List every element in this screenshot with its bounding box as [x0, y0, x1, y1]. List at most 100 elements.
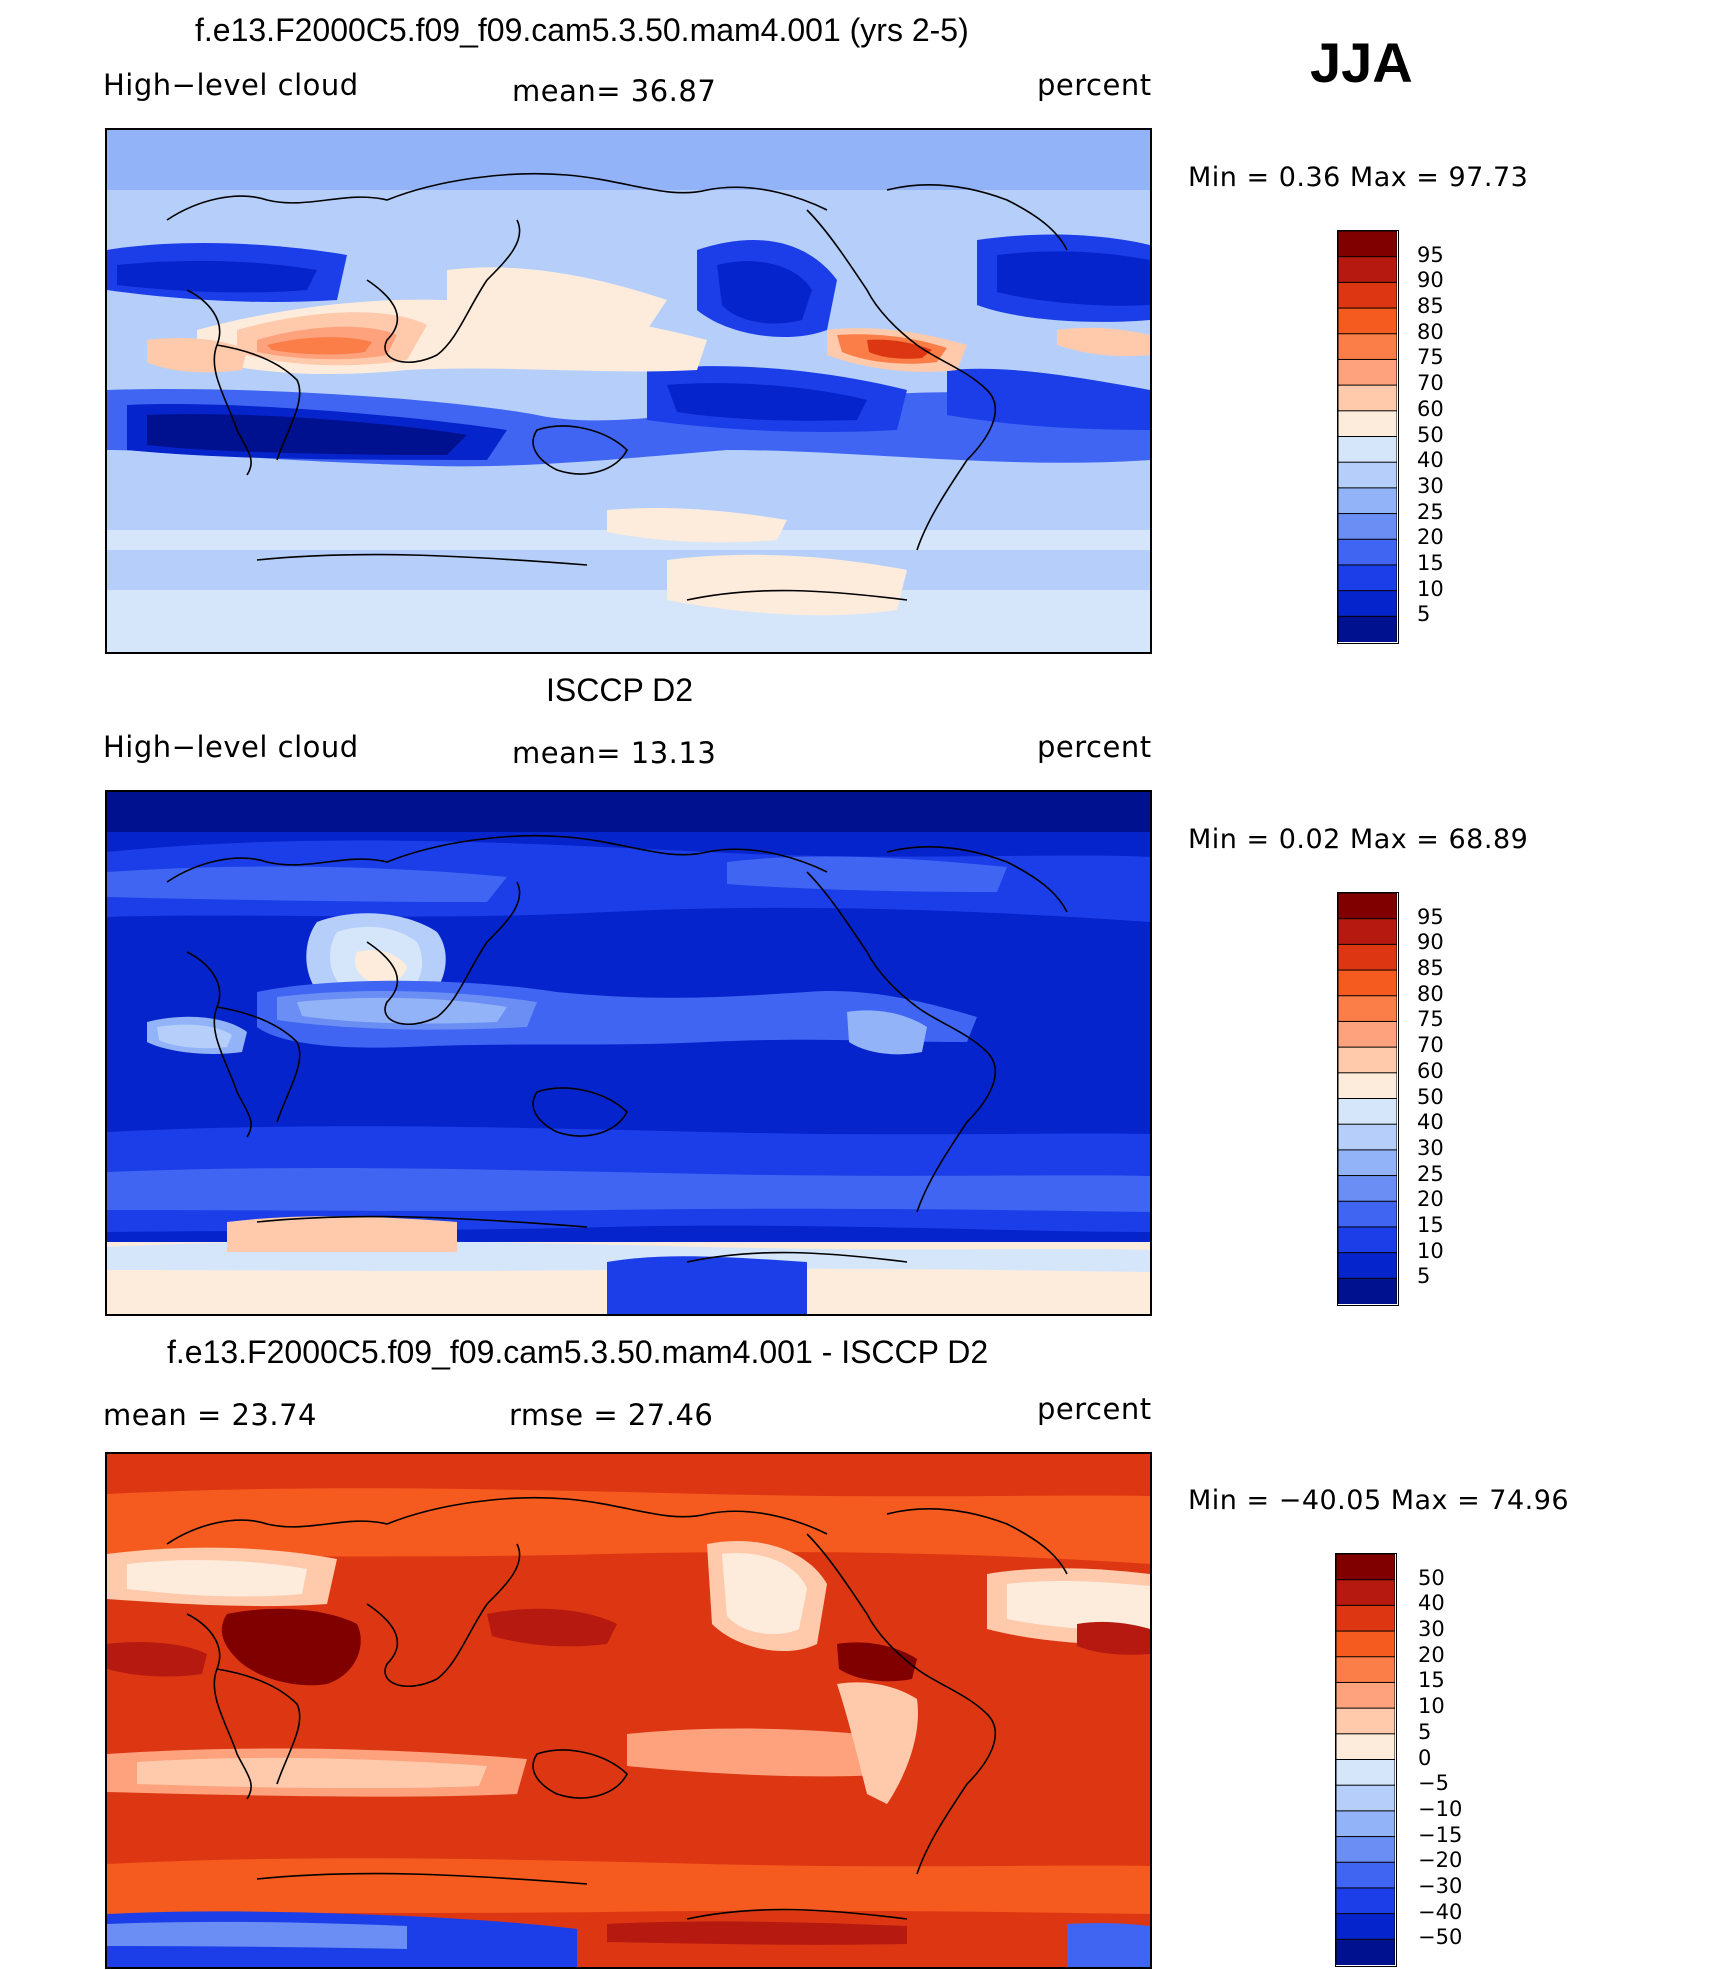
colorbar-swatch: [1335, 1887, 1396, 1915]
colorbar-swatch: [1337, 461, 1398, 489]
colorbar-tick-label: −15: [1418, 1822, 1463, 1847]
colorbar-swatch: [1337, 1123, 1398, 1151]
colorbar-swatch: [1335, 1810, 1396, 1838]
mean-label: mean= 13.13: [512, 736, 717, 770]
min-max-label: Min = −40.05 Max = 74.96: [1188, 1485, 1570, 1516]
colorbar-swatch: [1337, 513, 1398, 541]
mean-label: mean = 23.74: [103, 1398, 317, 1432]
colorbar-swatch: [1337, 384, 1398, 412]
colorbar-swatch: [1337, 590, 1398, 618]
colorbar-swatches: [1335, 1553, 1396, 1966]
colorbar-swatch: [1337, 281, 1398, 310]
colorbar-tick-label: 30: [1418, 1617, 1445, 1642]
rmse-label: rmse = 27.46: [509, 1398, 714, 1432]
colorbar-tick-label: 10: [1417, 576, 1444, 601]
colorbar-swatch: [1337, 1020, 1398, 1049]
colorbar-tick-label: 30: [1417, 473, 1444, 498]
colorbar-swatch: [1337, 410, 1398, 438]
colorbar-swatch: [1337, 307, 1398, 335]
colorbar-swatch: [1337, 436, 1398, 464]
colorbar-swatch: [1335, 1707, 1396, 1735]
panel-title: ISCCP D2: [546, 672, 694, 708]
colorbar-tick-label: 80: [1417, 319, 1444, 344]
map-isccp-high-cloud: [105, 790, 1152, 1316]
colorbar-swatch: [1335, 1553, 1396, 1581]
colorbar-tick-label: 70: [1417, 1033, 1444, 1058]
units-label: percent: [1037, 730, 1152, 764]
colorbar-swatch: [1335, 1604, 1396, 1633]
colorbar-tick-label: −50: [1418, 1925, 1463, 1950]
mean-label: mean= 36.87: [512, 74, 717, 108]
colorbar: [1337, 230, 1399, 644]
colorbar-tick-label: 50: [1417, 422, 1444, 447]
units-label: percent: [1037, 68, 1152, 102]
colorbar-tick-label: 85: [1417, 956, 1444, 981]
colorbar-tick-label: 95: [1417, 904, 1444, 929]
colorbar-swatch: [1337, 256, 1398, 284]
colorbar-tick-label: −10: [1418, 1796, 1463, 1821]
colorbar-tick-label: 20: [1417, 1187, 1444, 1212]
colorbar-tick-label: 20: [1417, 525, 1444, 550]
colorbar-swatch: [1335, 1861, 1396, 1889]
colorbar-tick-label: 25: [1417, 499, 1444, 524]
colorbar: [1337, 892, 1399, 1306]
panel-title: f.e13.F2000C5.f09_f09.cam5.3.50.mam4.001…: [167, 1334, 989, 1370]
colorbar-swatch: [1337, 1175, 1398, 1203]
map-difference-high-cloud: [105, 1452, 1152, 1969]
colorbar-tick-label: −20: [1418, 1848, 1463, 1873]
colorbar-swatch: [1335, 1938, 1396, 1966]
colorbar-tick-label: 95: [1417, 242, 1444, 267]
colorbar-swatch: [1337, 1046, 1398, 1074]
colorbar-swatch: [1335, 1913, 1396, 1941]
colorbar-swatch: [1335, 1579, 1396, 1607]
colorbar-swatch: [1337, 564, 1398, 592]
colorbar-tick-label: 20: [1418, 1642, 1445, 1667]
colorbar-swatch: [1335, 1733, 1396, 1761]
panel-title: f.e13.F2000C5.f09_f09.cam5.3.50.mam4.001…: [195, 12, 969, 48]
season-label: JJA: [1310, 31, 1413, 94]
colorbar-tick-label: 5: [1417, 602, 1431, 627]
colorbar-swatch: [1337, 1149, 1398, 1177]
colorbar-swatch: [1337, 358, 1398, 387]
colorbar-tick-label: 25: [1417, 1161, 1444, 1186]
colorbar-tick-label: 60: [1417, 1058, 1444, 1083]
colorbar-swatch: [1337, 892, 1398, 920]
contour-map: [107, 792, 1150, 1314]
colorbar-tick-label: 80: [1417, 981, 1444, 1006]
colorbar-tick-label: 50: [1417, 1084, 1444, 1109]
colorbar-swatch: [1335, 1630, 1396, 1658]
colorbar-tick-label: 15: [1417, 550, 1444, 575]
min-max-label: Min = 0.02 Max = 68.89: [1188, 824, 1529, 855]
colorbar-swatch: [1335, 1759, 1396, 1787]
colorbar-tick-label: 15: [1418, 1668, 1445, 1693]
colorbar-tick-label: 50: [1418, 1565, 1445, 1590]
colorbar-tick-label: 90: [1417, 930, 1444, 955]
colorbar-tick-label: 75: [1417, 345, 1444, 370]
colorbar-swatch: [1335, 1656, 1396, 1684]
colorbar-swatch: [1337, 1226, 1398, 1254]
map-model-high-cloud: [105, 128, 1152, 654]
colorbar-swatch: [1337, 1072, 1398, 1100]
colorbar-tick-label: 60: [1417, 396, 1444, 421]
colorbar-tick-label: 5: [1418, 1719, 1432, 1744]
colorbar-tick-label: 15: [1417, 1212, 1444, 1237]
colorbar-swatch: [1335, 1836, 1396, 1864]
colorbar-tick-label: 75: [1417, 1007, 1444, 1032]
colorbar-tick-label: 90: [1417, 268, 1444, 293]
colorbar-swatch: [1337, 969, 1398, 997]
colorbar-tick-label: 70: [1417, 371, 1444, 396]
colorbar-swatch: [1337, 230, 1398, 258]
variable-label: High−level cloud: [103, 730, 359, 764]
colorbar-swatch: [1337, 1252, 1398, 1280]
variable-label: High−level cloud: [103, 68, 359, 102]
colorbar-swatch: [1337, 333, 1398, 361]
colorbar-tick-label: 30: [1417, 1135, 1444, 1160]
colorbar-swatch: [1337, 995, 1398, 1023]
colorbar-swatch: [1337, 487, 1398, 515]
colorbar-swatch: [1337, 943, 1398, 972]
colorbar-tick-label: 40: [1418, 1591, 1445, 1616]
colorbar-swatch: [1337, 538, 1398, 566]
colorbar-swatch: [1335, 1784, 1396, 1812]
colorbar-swatch: [1337, 1200, 1398, 1228]
colorbar-swatch: [1337, 1098, 1398, 1126]
